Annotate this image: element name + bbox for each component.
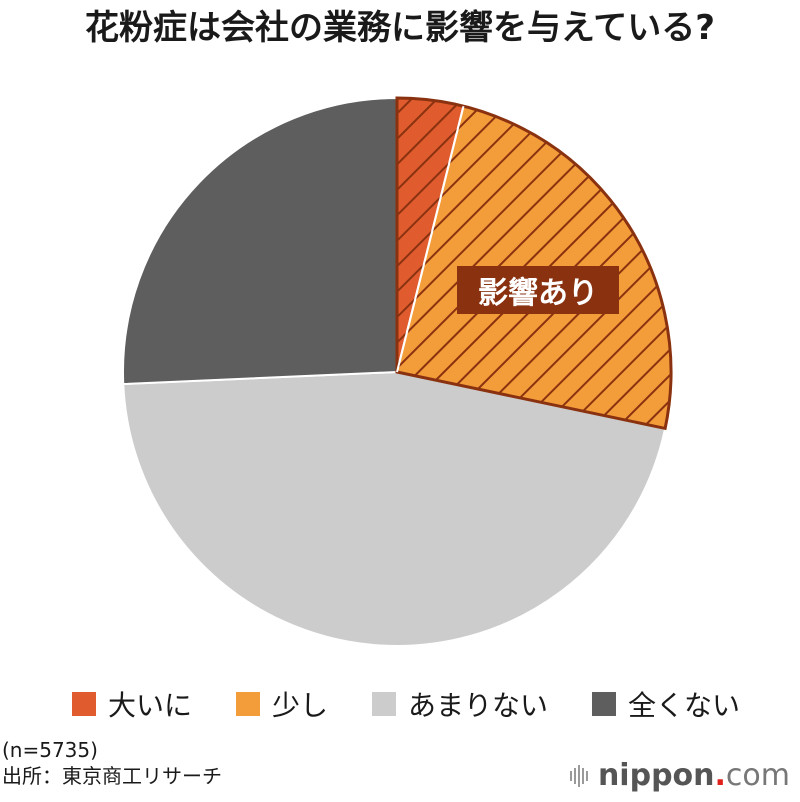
legend-label: 大いに xyxy=(108,689,193,722)
legend-label: 全くない xyxy=(628,689,741,722)
impact-hatch-overlay xyxy=(395,96,673,431)
legend-item-not-much: あまりない xyxy=(372,684,548,724)
chart-title: 花粉症は会社の業務に影響を与えている? xyxy=(84,8,716,48)
logo-bars-icon xyxy=(569,764,590,787)
legend-swatch xyxy=(72,692,96,716)
legend-label: あまりない xyxy=(408,689,549,722)
slice-divider xyxy=(396,105,465,373)
legend-swatch xyxy=(372,692,397,716)
legend-item-greatly: 大いに xyxy=(72,684,192,724)
source-note: 出所：東京商工リサーチ xyxy=(2,764,222,788)
sample-size-note: (n=5735) xyxy=(2,738,98,762)
impact-badge: 影響あり xyxy=(457,266,619,314)
legend-item-not-at-all: 全くない xyxy=(592,684,740,724)
brand-suffix: com xyxy=(725,758,790,793)
brand-name: nippon xyxy=(597,758,715,793)
legend: 大いに 少し あまりない 全くない xyxy=(72,684,784,724)
pie-slice xyxy=(122,96,398,386)
legend-swatch xyxy=(592,692,617,716)
brand-dot: . xyxy=(714,758,726,793)
pie-slice xyxy=(122,370,667,647)
legend-item-somewhat: 少し xyxy=(236,684,328,724)
legend-label: 少し xyxy=(272,689,329,722)
nippon-logo: nippon. com xyxy=(569,758,790,793)
legend-swatch xyxy=(236,692,261,716)
